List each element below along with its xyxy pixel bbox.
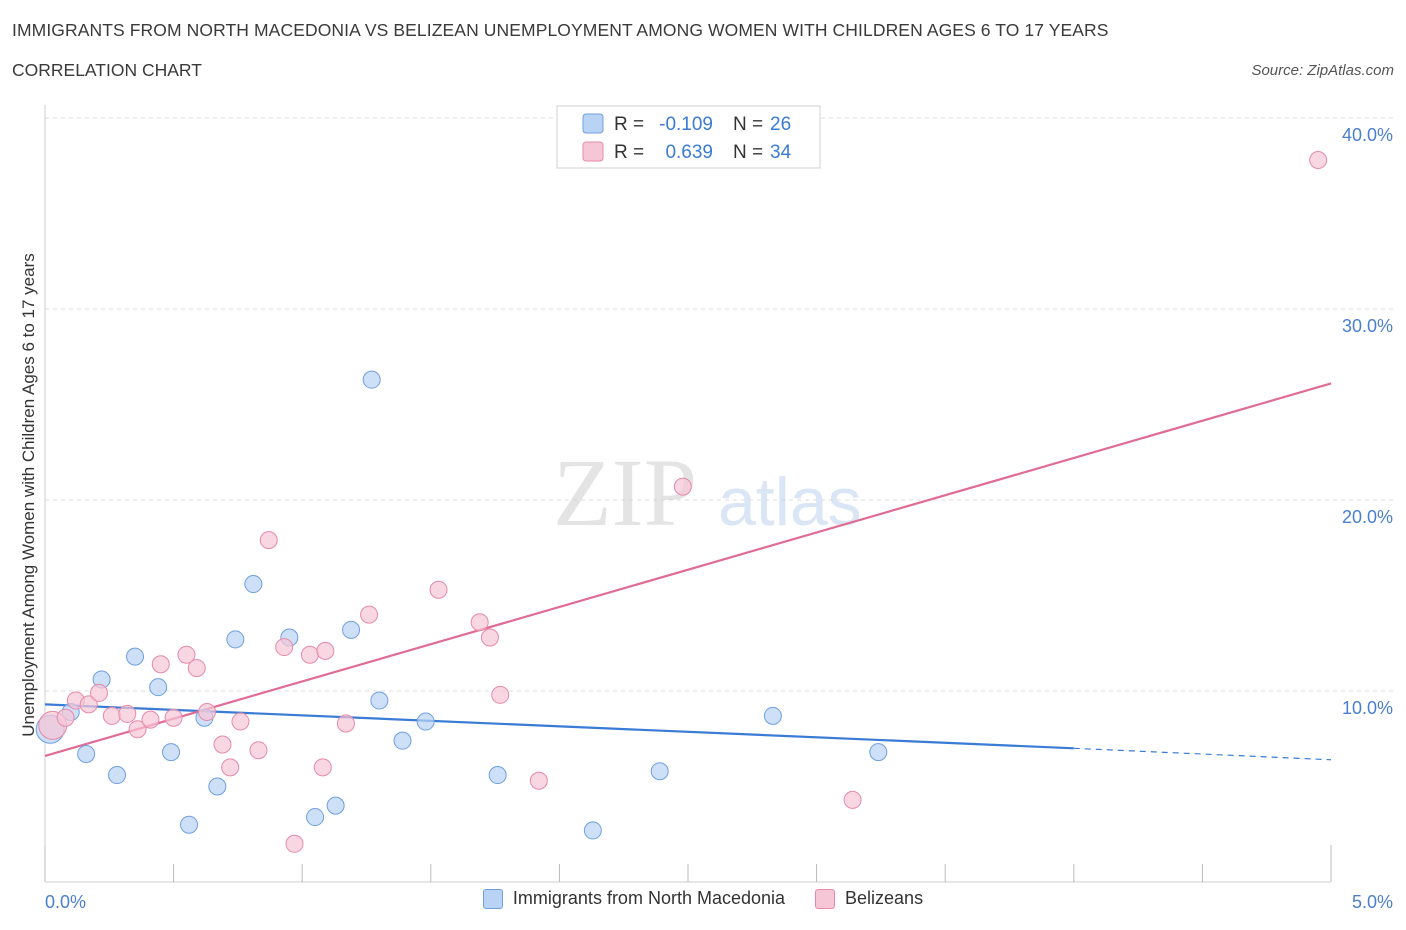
legend-swatch-blue [482, 888, 503, 909]
point-belizeans [491, 685, 510, 704]
y-tick-label: 40.0% [1342, 125, 1393, 145]
stats-r-label-blue: R = [614, 114, 644, 135]
point-belizeans [429, 580, 448, 599]
point-belizeans [231, 712, 250, 731]
chart-legend: Immigrants from North Macedonia Belizean… [0, 888, 1406, 909]
stats-r-value-blue: -0.109 [659, 114, 713, 135]
point-belizeans [285, 834, 304, 853]
point-belizeans [90, 683, 109, 702]
point-north-macedonia [208, 777, 227, 796]
point-north-macedonia [650, 762, 669, 781]
legend-label-north-macedonia: Immigrants from North Macedonia [512, 888, 786, 908]
point-belizeans [128, 720, 147, 739]
trendline-north-macedonia [44, 703, 1074, 750]
point-north-macedonia [326, 796, 345, 815]
point-belizeans [164, 708, 183, 727]
stats-n-value-blue: 26 [770, 114, 791, 135]
stats-n-label-pink: N = [733, 142, 763, 163]
y-tick-label: 30.0% [1342, 316, 1393, 336]
legend-swatch-pink [815, 888, 836, 909]
point-north-macedonia [362, 370, 381, 389]
point-belizeans [1309, 151, 1328, 170]
y-axis-label: Unemployment Among Women with Children A… [19, 253, 38, 737]
point-belizeans [259, 531, 278, 550]
labels-layer: Unemployment Among Women with Children A… [19, 125, 1393, 912]
x-tick-label: 0.0% [45, 892, 86, 912]
point-belizeans [316, 641, 335, 660]
point-belizeans [673, 477, 692, 496]
point-north-macedonia [393, 731, 412, 750]
point-belizeans [151, 655, 170, 674]
source-credit: Source: ZipAtlas.com [1251, 62, 1394, 79]
point-north-macedonia [306, 808, 325, 827]
chart-title: IMMIGRANTS FROM NORTH MACEDONIA VS BELIZ… [12, 20, 1109, 40]
point-north-macedonia [149, 678, 168, 697]
point-north-macedonia [488, 766, 507, 785]
points-layer [35, 151, 1328, 853]
point-north-macedonia [370, 691, 389, 710]
stats-r-label-pink: R = [614, 142, 644, 163]
axes-layer [44, 105, 1332, 883]
watermark-atlas: atlas [718, 464, 862, 540]
legend-label-belizeans: Belizeans [845, 888, 924, 908]
point-belizeans [470, 613, 489, 632]
stats-swatch-blue [582, 113, 604, 134]
point-belizeans [198, 703, 217, 722]
point-belizeans [79, 695, 98, 714]
point-belizeans [529, 771, 548, 790]
point-north-macedonia [226, 630, 245, 649]
stats-n-value-pink: 34 [770, 142, 792, 163]
point-north-macedonia [583, 821, 602, 840]
point-belizeans [118, 704, 137, 723]
legend-item-north-macedonia: Immigrants from North Macedonia [482, 888, 786, 909]
point-belizeans [187, 659, 206, 678]
stats-box: R = -0.109 N = 26 R = 0.639 N = 34 [556, 105, 821, 169]
point-belizeans [360, 605, 379, 624]
point-north-macedonia [180, 815, 199, 834]
trendline-extension-north-macedonia [1073, 747, 1332, 761]
point-belizeans [843, 790, 862, 809]
point-belizeans [221, 758, 240, 777]
point-north-macedonia [244, 575, 263, 594]
point-north-macedonia [416, 712, 435, 731]
stats-swatch-pink [582, 141, 604, 162]
x-tick-label: 5.0% [1352, 892, 1393, 912]
point-belizeans [336, 714, 355, 733]
stats-r-value-pink: 0.639 [665, 142, 713, 163]
watermark: ZIP atlas [553, 439, 862, 546]
point-belizeans [300, 645, 319, 664]
chart-subtitle: CORRELATION CHART [12, 60, 202, 80]
trendline-belizeans [44, 382, 1332, 757]
point-north-macedonia [108, 766, 127, 785]
point-belizeans [275, 638, 294, 657]
point-north-macedonia [77, 745, 96, 764]
point-north-macedonia [763, 706, 782, 725]
point-north-macedonia [342, 620, 361, 639]
point-north-macedonia [869, 743, 888, 762]
point-north-macedonia [126, 647, 145, 666]
watermark-zip: ZIP [553, 439, 697, 546]
point-north-macedonia [162, 743, 181, 762]
stats-n-label-blue: N = [733, 114, 763, 135]
point-belizeans [213, 735, 232, 754]
point-belizeans [313, 758, 332, 777]
point-belizeans [141, 710, 160, 729]
y-tick-label: 20.0% [1342, 507, 1393, 527]
point-belizeans [177, 645, 196, 664]
point-belizeans [249, 741, 268, 760]
point-belizeans [480, 628, 499, 647]
y-tick-label: 10.0% [1342, 698, 1393, 718]
legend-item-belizeans: Belizeans [815, 888, 923, 909]
point-belizeans [56, 708, 75, 727]
grid-layer [45, 117, 1396, 692]
point-belizeans [102, 706, 121, 725]
trend-layer [44, 382, 1332, 761]
